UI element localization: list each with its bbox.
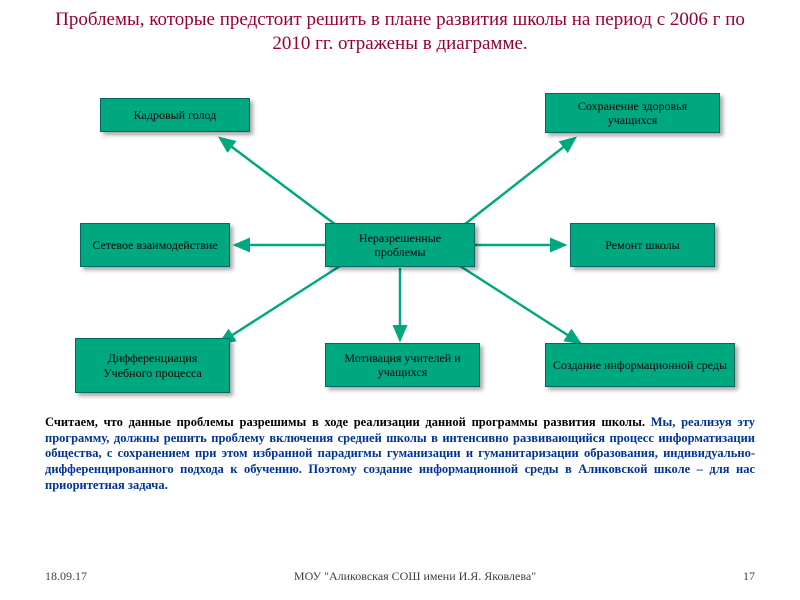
para-black: Считаем, что данные проблемы разрешимы в… bbox=[45, 415, 651, 429]
footer-org: МОУ "Аликовская СОШ имени И.Я. Яковлева" bbox=[87, 569, 743, 584]
footer-page: 17 bbox=[743, 569, 755, 584]
node-bottom-right: Создание информационной среды bbox=[545, 343, 735, 387]
node-center: Неразрешенные проблемы bbox=[325, 223, 475, 267]
node-top-left: Кадровый голод bbox=[100, 98, 250, 132]
footer-date: 18.09.17 bbox=[45, 569, 87, 584]
node-right: Ремонт школы bbox=[570, 223, 715, 267]
body-paragraph: Считаем, что данные проблемы разрешимы в… bbox=[45, 415, 755, 493]
node-bottom-center: Мотивация учителей и учащихся bbox=[325, 343, 480, 387]
diagram-container: Неразрешенные проблемы Кадровый голод Со… bbox=[0, 88, 800, 408]
node-bottom-left: Дифференциация Учебного процесса bbox=[75, 338, 230, 393]
node-left: Сетевое взаимодействие bbox=[80, 223, 230, 267]
slide: Проблемы, которые предстоит решить в пла… bbox=[0, 0, 800, 600]
footer: 18.09.17 МОУ "Аликовская СОШ имени И.Я. … bbox=[45, 569, 755, 584]
slide-title: Проблемы, которые предстоит решить в пла… bbox=[40, 8, 760, 56]
node-top-right: Сохранение здоровья учащихся bbox=[545, 93, 720, 133]
